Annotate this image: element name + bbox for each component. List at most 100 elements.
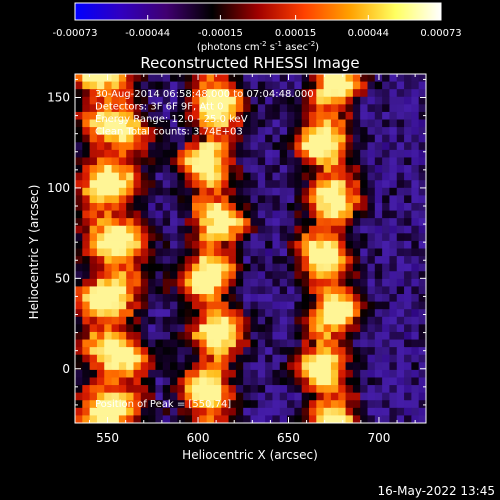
heatmap-cell	[301, 81, 310, 90]
x-axis-label: Heliocentric X (arcsec)	[182, 448, 318, 462]
heatmap-cell	[265, 119, 274, 128]
heatmap-cell	[206, 127, 215, 136]
heatmap-cell	[374, 119, 383, 128]
heatmap-cell	[360, 119, 369, 128]
heatmap-cell	[360, 180, 369, 189]
heatmap-cell	[133, 392, 142, 401]
heatmap-cell	[323, 180, 332, 189]
heatmap-cell	[148, 286, 157, 295]
heatmap-cell	[396, 134, 405, 143]
heatmap-cell	[360, 89, 369, 98]
heatmap-cell	[235, 89, 244, 98]
heatmap-cell	[272, 157, 281, 166]
heatmap-cell	[294, 377, 303, 386]
heatmap-cell	[162, 339, 171, 348]
heatmap-cell	[199, 119, 208, 128]
heatmap-cell	[257, 240, 266, 250]
heatmap-cell	[389, 347, 398, 356]
heatmap-cell	[360, 96, 369, 105]
heatmap-cell	[367, 301, 376, 310]
heatmap-cell	[118, 286, 127, 295]
heatmap-cell	[301, 165, 310, 174]
heatmap-cell	[338, 119, 347, 128]
heatmap-cell	[316, 400, 325, 409]
heatmap-cell	[316, 225, 325, 234]
heatmap-cell	[235, 210, 244, 219]
heatmap-cell	[155, 369, 164, 379]
heatmap-cell	[345, 339, 354, 348]
heatmap-cell	[389, 210, 398, 219]
heatmap-cell	[257, 331, 266, 341]
heatmap-cell	[96, 89, 105, 98]
heatmap-cell	[192, 180, 200, 189]
heatmap-cell	[235, 347, 244, 356]
heatmap-cell	[155, 263, 164, 272]
heatmap-cell	[89, 142, 98, 151]
heatmap-cell	[382, 339, 391, 348]
heatmap-cell	[330, 369, 339, 379]
heatmap-cell	[221, 400, 230, 409]
heatmap-cell	[418, 218, 426, 227]
heatmap-cell	[82, 96, 91, 105]
heatmap-cell	[316, 309, 325, 318]
heatmap-cell	[265, 331, 274, 341]
heatmap-cell	[170, 111, 178, 121]
heatmap-cell	[199, 354, 208, 363]
heatmap-cell	[360, 127, 369, 136]
heatmap-cell	[199, 218, 208, 227]
heatmap-cell	[250, 354, 259, 363]
heatmap-cell	[118, 316, 127, 325]
heatmap-cell	[389, 134, 398, 143]
heatmap-cell	[411, 362, 420, 371]
heatmap-cell	[257, 119, 266, 128]
heatmap-cell	[418, 81, 426, 90]
heatmap-cell	[89, 134, 98, 143]
heatmap-cell	[265, 127, 274, 136]
heatmap-cell	[155, 294, 164, 303]
heatmap-cell	[287, 149, 295, 159]
heatmap-cell	[133, 142, 142, 151]
heatmap-cell	[389, 104, 398, 113]
heatmap-cell	[170, 104, 178, 113]
heatmap-cell	[82, 165, 91, 174]
heatmap-cell	[338, 225, 347, 234]
heatmap-cell	[389, 385, 398, 394]
heatmap-cell	[396, 180, 405, 189]
heatmap-cell	[272, 354, 281, 363]
heatmap-cell	[330, 400, 339, 409]
heatmap-cell	[323, 415, 332, 423]
heatmap-cell	[235, 309, 244, 318]
heatmap-cell	[287, 187, 295, 196]
heatmap-cell	[345, 278, 354, 288]
heatmap-cell	[213, 331, 222, 341]
heatmap-cell	[170, 294, 178, 303]
heatmap-cell	[257, 400, 266, 409]
heatmap-cell	[199, 96, 208, 105]
heatmap-cell	[82, 74, 91, 83]
heatmap-cell	[235, 377, 244, 386]
heatmap-cell	[118, 165, 127, 174]
heatmap-cell	[396, 142, 405, 151]
heatmap-cell	[396, 240, 405, 250]
heatmap-cell	[396, 339, 405, 348]
heatmap-cell	[170, 187, 178, 196]
heatmap-cell	[301, 294, 310, 303]
heatmap-cell	[374, 134, 383, 143]
heatmap-cell	[352, 339, 361, 348]
heatmap-cell	[389, 362, 398, 371]
heatmap-cell	[104, 134, 113, 143]
heatmap-cell	[221, 210, 230, 219]
heatmap-cell	[411, 119, 420, 128]
heatmap-cell	[148, 240, 157, 250]
heatmap-cell	[309, 377, 317, 386]
heatmap-cell	[162, 400, 171, 409]
heatmap-cell	[192, 309, 200, 318]
heatmap-cell	[279, 81, 288, 90]
heatmap-cell	[228, 233, 237, 242]
heatmap-cell	[301, 385, 310, 394]
heatmap-cell	[192, 324, 200, 333]
heatmap-cell	[389, 301, 398, 310]
heatmap-cell	[360, 233, 369, 242]
heatmap-cell	[118, 271, 127, 280]
heatmap-cell	[118, 74, 127, 83]
